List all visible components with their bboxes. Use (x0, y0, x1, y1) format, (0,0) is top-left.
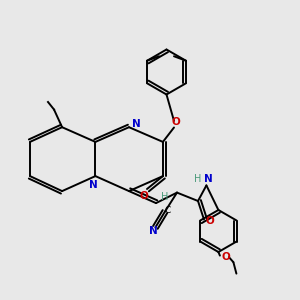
Text: O: O (205, 216, 214, 226)
Text: N: N (149, 226, 158, 236)
Text: C: C (165, 206, 171, 215)
Text: O: O (221, 252, 230, 262)
Text: O: O (171, 117, 180, 127)
Text: H: H (194, 174, 202, 184)
Text: H: H (161, 192, 169, 202)
Text: N: N (132, 119, 141, 129)
Text: O: O (140, 190, 148, 201)
Text: N: N (88, 179, 98, 190)
Text: N: N (203, 174, 212, 184)
